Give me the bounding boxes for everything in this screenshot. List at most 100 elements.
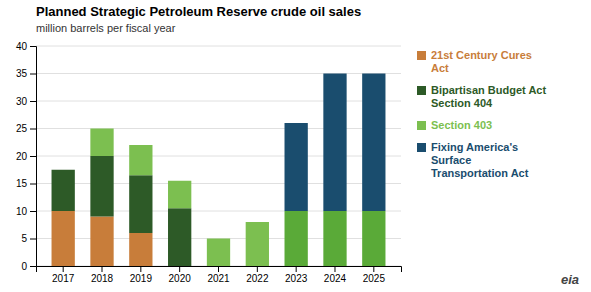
legend-swatch — [417, 143, 426, 152]
tick-mark — [334, 266, 335, 272]
bar — [90, 128, 113, 129]
tick: 15 — [16, 178, 36, 189]
bar — [168, 208, 191, 266]
legend-item: Fixing America'sSurfaceTransportation Ac… — [417, 141, 529, 179]
legend-swatch — [417, 51, 426, 60]
bar — [52, 169, 75, 170]
legend-item: Bipartisan Budget ActSection 404 — [417, 84, 546, 109]
tick-mark — [30, 101, 36, 102]
tick-mark — [30, 211, 36, 212]
bar — [207, 238, 230, 239]
legend-item: 21st Century CuresAct — [417, 49, 532, 74]
bar — [207, 239, 230, 267]
tick-mark — [63, 266, 64, 272]
tick: 2023 — [285, 266, 308, 284]
tick: 5 — [21, 233, 36, 244]
tick-label: 10 — [16, 206, 28, 217]
tick: 40 — [16, 41, 36, 52]
legend-label-line: Fixing America's — [431, 141, 518, 153]
tick-label: 40 — [16, 41, 28, 52]
tick-label: 20 — [16, 151, 28, 162]
tick-label: 2020 — [169, 273, 192, 284]
tick: 2025 — [363, 266, 386, 284]
bar — [362, 74, 385, 212]
legend-label-line: Section 403 — [431, 119, 492, 131]
axis-line — [37, 267, 402, 273]
annotation: eia — [561, 272, 579, 287]
tick-label: 2018 — [91, 273, 114, 284]
bar — [52, 169, 75, 170]
bar — [168, 181, 191, 209]
legend-label-line: Act — [431, 62, 449, 74]
tick: 2024 — [324, 266, 347, 284]
bar — [323, 74, 346, 212]
tick-mark — [30, 46, 36, 47]
bar — [285, 123, 308, 211]
bar — [362, 211, 385, 266]
tick: 35 — [16, 68, 36, 79]
tick: 2019 — [130, 266, 153, 284]
tick: 20 — [16, 151, 36, 162]
bar — [246, 222, 269, 266]
tick: 25 — [16, 123, 36, 134]
tick-mark — [179, 266, 180, 272]
legend-label-line: Bipartisan Budget Act — [431, 84, 546, 96]
bar-series — [90, 129, 269, 267]
tick-label: 2019 — [130, 273, 153, 284]
title: Planned Strategic Petroleum Reserve crud… — [36, 4, 361, 19]
tick-mark — [218, 266, 219, 272]
legend-swatch — [417, 86, 426, 95]
bar-series — [285, 74, 386, 212]
bar — [246, 222, 269, 223]
bar — [90, 129, 113, 157]
y-axis: 0 5 10 15 20 25 30 35 40 — [16, 41, 37, 272]
tick-label: 35 — [16, 68, 28, 79]
bar — [90, 128, 113, 129]
tick-label: 2024 — [324, 273, 347, 284]
tick-mark — [30, 156, 36, 157]
bar — [90, 217, 113, 267]
tick: 2021 — [207, 266, 230, 284]
legend-label-line: 21st Century Cures — [431, 49, 532, 61]
tick-label: 2022 — [246, 273, 269, 284]
tick: 2020 — [169, 266, 192, 284]
tick-mark — [30, 239, 36, 240]
tick-mark — [30, 184, 36, 185]
tick-mark — [30, 129, 36, 130]
bar — [323, 211, 346, 266]
bar — [52, 169, 75, 170]
bar — [207, 238, 230, 239]
tick-label: 2017 — [52, 273, 75, 284]
tick-label: 5 — [21, 233, 27, 244]
bar — [129, 145, 152, 146]
tick-mark — [102, 266, 103, 272]
bar — [246, 222, 269, 223]
plot: 2017201820192020202120222023202420250510… — [16, 41, 402, 284]
legend-label: Fixing America'sSurfaceTransportation Ac… — [431, 141, 529, 179]
tick-label: 15 — [16, 178, 28, 189]
tick: 2022 — [246, 266, 269, 284]
tick: 30 — [16, 96, 36, 107]
bar — [52, 170, 75, 211]
grid-line — [36, 46, 401, 47]
bar — [168, 180, 191, 181]
tick-label: 2025 — [363, 273, 386, 284]
chart: Planned Strategic Petroleum Reserve crud… — [0, 0, 591, 292]
bar — [90, 156, 113, 217]
legend-label-line: Surface — [431, 154, 471, 166]
legend-label: Bipartisan Budget ActSection 404 — [431, 84, 546, 109]
bar — [129, 233, 152, 266]
tick: 10 — [16, 206, 36, 217]
tick-mark — [296, 266, 297, 272]
tick: 2017 — [52, 266, 75, 284]
legend-swatch — [417, 121, 426, 130]
legend: 21st Century CuresAct Bipartisan Budget A… — [417, 49, 546, 179]
tick-label: 2021 — [207, 273, 230, 284]
tick-label: 25 — [16, 123, 28, 134]
tick-mark — [30, 74, 36, 75]
bar-series — [52, 156, 192, 266]
tick-mark — [373, 266, 374, 272]
tick-mark — [30, 266, 36, 267]
subtitle: million barrels per fiscal year — [36, 22, 176, 34]
tick-label: 0 — [21, 261, 27, 272]
